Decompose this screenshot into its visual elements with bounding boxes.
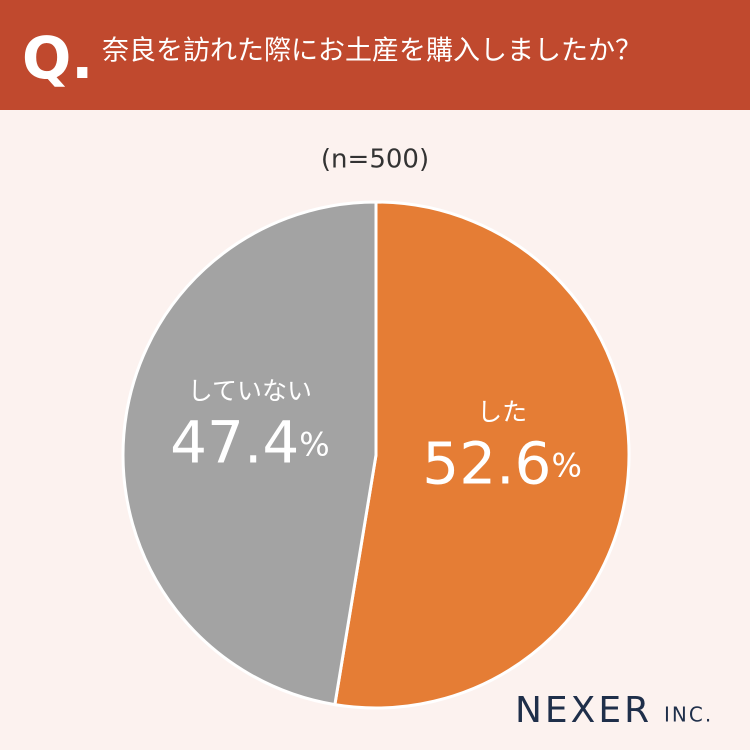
pie: した 52.6% していない 47.4% bbox=[121, 200, 631, 710]
slice-category: していない bbox=[188, 377, 312, 406]
slice-value-label: 47.4% bbox=[170, 409, 330, 477]
logo-name: NEXER bbox=[515, 690, 652, 731]
pie-slice bbox=[121, 200, 378, 707]
logo-suffix: INC. bbox=[664, 703, 713, 727]
pie-slice bbox=[333, 200, 631, 710]
header-band bbox=[0, 0, 750, 110]
slice-category: した bbox=[477, 397, 527, 426]
slice-value-label: 52.6% bbox=[422, 429, 582, 497]
question-marker: Q. bbox=[22, 24, 93, 92]
sample-size: (n=500) bbox=[321, 145, 429, 175]
question-text: 奈良を訪れた際にお土産を購入しましたか？ bbox=[102, 36, 642, 67]
